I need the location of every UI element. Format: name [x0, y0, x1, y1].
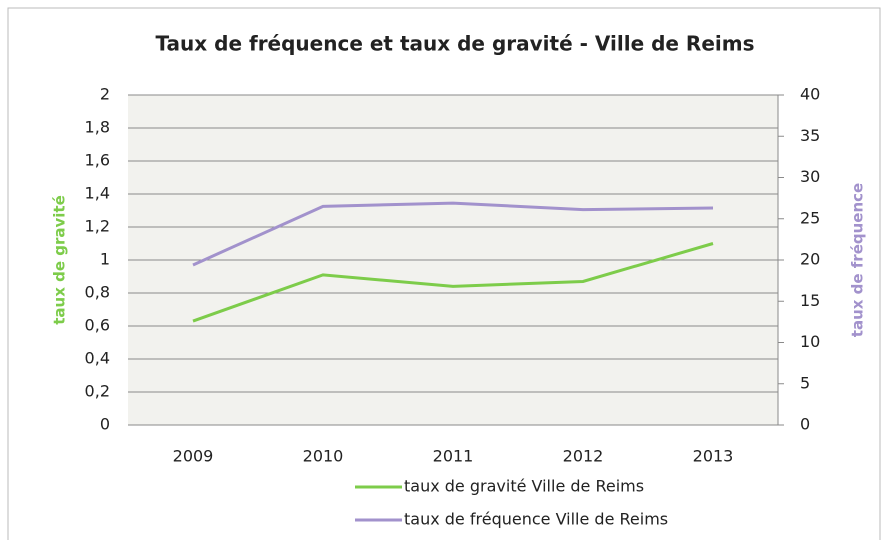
legend-label: taux de fréquence Ville de Reims — [404, 510, 668, 529]
x-tick-label: 2010 — [303, 447, 344, 466]
y2-tick-label: 10 — [800, 332, 820, 351]
y-tick-label: 2 — [100, 85, 110, 104]
y2-tick-label: 0 — [800, 415, 810, 434]
series-line — [192, 242, 714, 323]
y2-axis-label: taux de fréquence — [849, 183, 867, 337]
y2-tick-label: 35 — [800, 126, 820, 145]
y-tick-label: 1,2 — [85, 217, 110, 236]
y-tick-label: 1 — [100, 250, 110, 269]
y-tick-label: 1,6 — [85, 151, 110, 170]
y-tick-label: 0,2 — [85, 382, 110, 401]
x-tick-label: 2009 — [173, 447, 214, 466]
x-tick-label: 2011 — [433, 447, 474, 466]
y2-tick-label: 25 — [800, 208, 820, 227]
y-tick-label: 1,4 — [85, 184, 110, 203]
series-line — [192, 201, 714, 267]
y-tick-label: 0,8 — [85, 283, 110, 302]
y2-tick-label: 20 — [800, 250, 820, 269]
y-tick-label: 1,8 — [85, 118, 110, 137]
y-axis-label: taux de gravité — [51, 195, 69, 325]
y2-tick-label: 15 — [800, 291, 820, 310]
x-tick-label: 2013 — [693, 447, 734, 466]
chart-title: Taux de fréquence et taux de gravité - V… — [155, 32, 754, 56]
y2-tick-label: 40 — [800, 85, 820, 104]
y-tick-label: 0,4 — [85, 349, 110, 368]
y-tick-label: 0,6 — [85, 316, 110, 335]
legend-label: taux de gravité Ville de Reims — [404, 477, 644, 496]
x-tick-label: 2012 — [563, 447, 604, 466]
y2-tick-label: 30 — [800, 167, 820, 186]
y2-tick-label: 5 — [800, 373, 810, 392]
y-tick-label: 0 — [100, 415, 110, 434]
